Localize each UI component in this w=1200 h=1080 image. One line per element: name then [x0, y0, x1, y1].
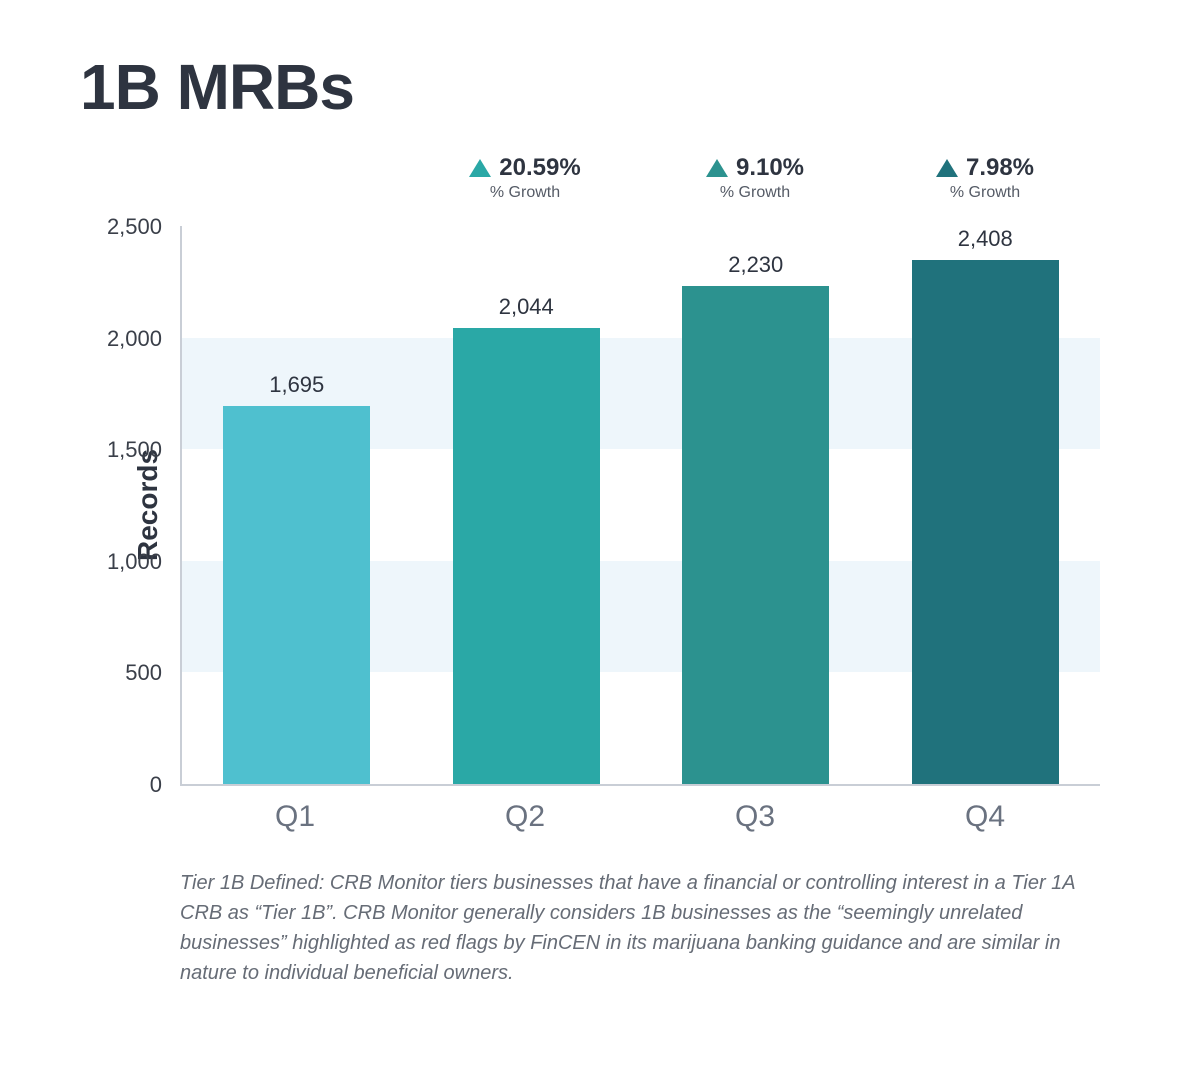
bar-slot-q3: 2,230	[641, 226, 871, 784]
growth-sub: % Growth	[950, 184, 1020, 202]
growth-sub: % Growth	[720, 184, 790, 202]
y-tick-label: 1,000	[107, 549, 162, 575]
bar-slot-q2: 2,044	[412, 226, 642, 784]
x-axis-labels: Q1 Q2 Q3 Q4	[180, 800, 1100, 834]
arrow-up-icon	[706, 159, 728, 177]
page-title: 1B MRBs	[80, 50, 1120, 124]
bar-value-label: 2,044	[499, 294, 554, 320]
arrow-up-icon	[936, 159, 958, 177]
growth-pct: 9.10%	[736, 154, 804, 182]
bar-value-label: 1,695	[269, 372, 324, 398]
plot-area: Records 0 500 1,000 1,500 2,000 2,500 1,…	[180, 226, 1100, 786]
arrow-up-icon	[469, 159, 491, 177]
bars-group: 1,695 2,044 2,230 2,408	[182, 226, 1100, 784]
growth-pct: 7.98%	[966, 154, 1034, 182]
growth-sub: % Growth	[490, 184, 560, 202]
footnote-text: Tier 1B Defined: CRB Monitor tiers busin…	[180, 868, 1100, 988]
bar-slot-q1: 1,695	[182, 226, 412, 784]
bar-rect	[453, 328, 600, 784]
x-tick-label: Q2	[410, 800, 640, 834]
bar-value-label: 2,408	[958, 226, 1013, 252]
bar-slot-q4: 2,408	[871, 226, 1101, 784]
y-tick-label: 500	[125, 660, 162, 686]
growth-cell-q2: 20.59% % Growth	[410, 154, 640, 214]
growth-pct: 20.59%	[499, 154, 580, 182]
x-tick-label: Q4	[870, 800, 1100, 834]
growth-cell-q3: 9.10% % Growth	[640, 154, 870, 214]
growth-row: 20.59% % Growth 9.10% % Growth 7.98% % G…	[180, 154, 1100, 214]
x-tick-label: Q1	[180, 800, 410, 834]
growth-cell-q4: 7.98% % Growth	[870, 154, 1100, 214]
bar-rect	[223, 406, 370, 784]
x-tick-label: Q3	[640, 800, 870, 834]
chart-container: 20.59% % Growth 9.10% % Growth 7.98% % G…	[180, 154, 1100, 988]
y-tick-label: 2,500	[107, 214, 162, 240]
y-tick-label: 2,000	[107, 326, 162, 352]
bar-value-label: 2,230	[728, 252, 783, 278]
y-tick-label: 1,500	[107, 437, 162, 463]
bar-rect	[682, 286, 829, 784]
bar-rect	[912, 260, 1059, 784]
growth-spacer	[180, 154, 410, 214]
y-axis-label: Records	[132, 449, 164, 561]
y-tick-label: 0	[150, 772, 162, 798]
